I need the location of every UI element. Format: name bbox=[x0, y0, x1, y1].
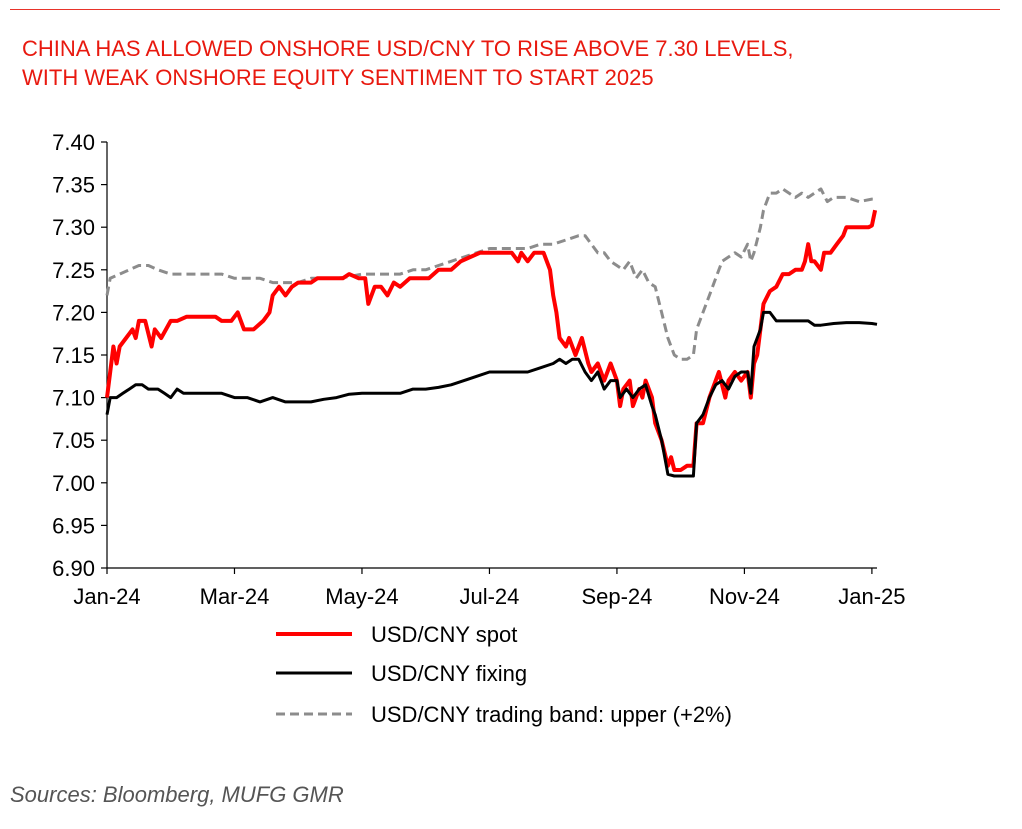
y-tick-label: 7.00 bbox=[52, 471, 95, 496]
chart-title-line-1: CHINA HAS ALLOWED ONSHORE USD/CNY TO RIS… bbox=[22, 36, 794, 61]
y-tick-label: 7.35 bbox=[52, 173, 95, 198]
series-line-usd-cny-trading-band-upper-2 bbox=[105, 187, 877, 361]
y-tick-label: 7.15 bbox=[52, 343, 95, 368]
legend-label: USD/CNY trading band: upper (+2%) bbox=[371, 702, 732, 727]
series-line-usd-cny-fixing bbox=[105, 310, 878, 478]
top-rule bbox=[10, 9, 1000, 10]
chart-axes: 7.40 7.35 7.30 7.25 7.20 7.15 7.10 7.05 7.00 6.95… bbox=[52, 130, 905, 609]
y-tick-label: 7.20 bbox=[52, 300, 95, 325]
y-tick-label: 6.90 bbox=[52, 556, 95, 581]
x-tick-label: Jan-24 bbox=[73, 584, 140, 609]
y-tick-label: 7.10 bbox=[52, 386, 95, 411]
x-tick-label: Nov-24 bbox=[709, 584, 780, 609]
y-tick-label: 7.05 bbox=[52, 428, 95, 453]
x-tick-label: May-24 bbox=[325, 584, 398, 609]
y-tick-label: 7.25 bbox=[52, 258, 95, 283]
x-tick-label: Jul-24 bbox=[459, 584, 519, 609]
y-tick-label: 7.30 bbox=[52, 215, 95, 240]
chart-legend: USD/CNY spot USD/CNY fixing USD/CNY tradin… bbox=[276, 622, 732, 727]
y-tick-label: 6.95 bbox=[52, 513, 95, 538]
x-tick-label: Jan-25 bbox=[838, 584, 905, 609]
y-tick-label: 7.40 bbox=[52, 130, 95, 155]
source-note: Sources: Bloomberg, MUFG GMR bbox=[10, 782, 344, 807]
chart-title-line-2: WITH WEAK ONSHORE EQUITY SENTIMENT TO ST… bbox=[22, 65, 654, 90]
series-line-usd-cny-spot bbox=[105, 209, 878, 472]
chart-title: CHINA HAS ALLOWED ONSHORE USD/CNY TO RIS… bbox=[22, 34, 1002, 92]
legend-label: USD/CNY spot bbox=[371, 622, 517, 647]
x-tick-label: Mar-24 bbox=[200, 584, 270, 609]
legend-label: USD/CNY fixing bbox=[371, 661, 527, 686]
x-tick-label: Sep-24 bbox=[581, 584, 652, 609]
chart-series bbox=[105, 187, 878, 478]
